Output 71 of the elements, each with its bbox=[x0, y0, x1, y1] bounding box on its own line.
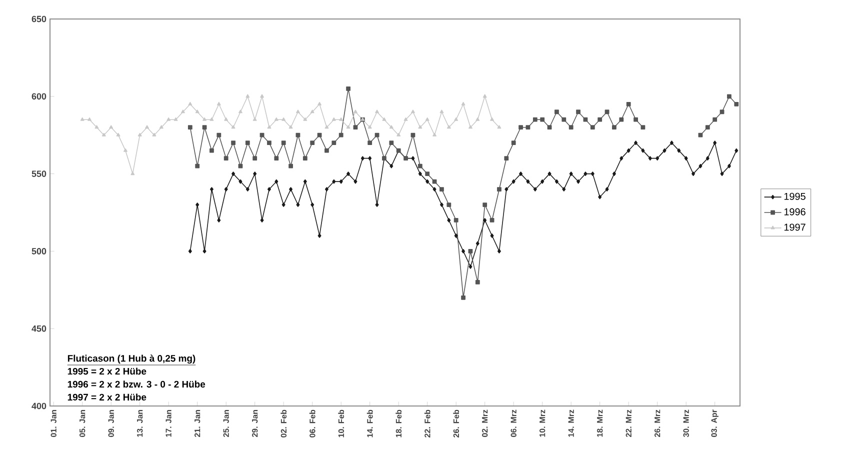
point bbox=[454, 117, 458, 121]
point bbox=[109, 125, 114, 129]
point bbox=[130, 172, 135, 176]
point bbox=[159, 125, 164, 129]
point bbox=[166, 117, 171, 121]
point bbox=[468, 125, 472, 129]
point bbox=[145, 125, 149, 129]
y-tick-label: 450 bbox=[32, 325, 46, 332]
point bbox=[490, 117, 494, 121]
point bbox=[375, 110, 379, 114]
point bbox=[368, 125, 372, 129]
point bbox=[404, 117, 408, 121]
point bbox=[288, 125, 293, 129]
point bbox=[124, 148, 128, 152]
point bbox=[224, 117, 228, 121]
point bbox=[174, 117, 178, 121]
point bbox=[310, 110, 314, 114]
point bbox=[396, 132, 401, 136]
point bbox=[274, 117, 278, 121]
y-tick-label: 600 bbox=[32, 93, 46, 100]
point bbox=[94, 125, 99, 129]
legend-label: 1996 bbox=[784, 208, 806, 216]
point bbox=[88, 117, 92, 121]
annotation: 1995 = 2 x 2 Hübe bbox=[68, 368, 146, 375]
point bbox=[346, 125, 350, 129]
point bbox=[303, 117, 308, 121]
point bbox=[339, 117, 344, 121]
point bbox=[210, 117, 214, 121]
point bbox=[116, 132, 120, 136]
point bbox=[411, 110, 415, 114]
point bbox=[382, 117, 386, 121]
annotation: Fluticason (1 Hub à 0,25 mg) bbox=[68, 354, 196, 364]
point bbox=[332, 117, 336, 121]
point bbox=[440, 110, 444, 114]
point bbox=[446, 125, 451, 129]
point bbox=[188, 102, 192, 106]
point bbox=[216, 102, 221, 106]
point bbox=[497, 125, 502, 129]
y-tick-label: 650 bbox=[32, 16, 46, 22]
point bbox=[152, 132, 156, 136]
y-tick-label: 550 bbox=[32, 170, 46, 177]
point bbox=[432, 132, 436, 136]
point bbox=[282, 117, 286, 121]
legend-label: 1997 bbox=[784, 224, 806, 231]
point bbox=[80, 117, 84, 121]
point bbox=[318, 102, 322, 106]
point bbox=[138, 132, 142, 136]
point bbox=[425, 117, 430, 121]
point bbox=[231, 125, 236, 129]
point bbox=[246, 94, 250, 98]
point bbox=[418, 125, 422, 129]
point bbox=[354, 110, 358, 114]
point bbox=[482, 94, 487, 98]
annotation: 1997 = 2 x 2 Hübe bbox=[68, 394, 146, 401]
point bbox=[260, 94, 264, 98]
point bbox=[476, 117, 480, 121]
point bbox=[195, 110, 200, 114]
point bbox=[181, 110, 185, 114]
y-tick-label: 400 bbox=[32, 402, 46, 410]
point bbox=[238, 110, 242, 114]
legend-label: 1995 bbox=[784, 192, 806, 200]
y-tick-label: 500 bbox=[32, 248, 46, 254]
point bbox=[102, 132, 106, 136]
point bbox=[296, 110, 300, 114]
annotation: 1996 = 2 x 2 bzw. 3 - 0 - 2 Hübe bbox=[68, 380, 206, 388]
point bbox=[202, 117, 206, 121]
point bbox=[324, 125, 329, 129]
point bbox=[267, 125, 272, 129]
point bbox=[252, 117, 257, 121]
point bbox=[389, 125, 394, 129]
point bbox=[461, 102, 466, 106]
